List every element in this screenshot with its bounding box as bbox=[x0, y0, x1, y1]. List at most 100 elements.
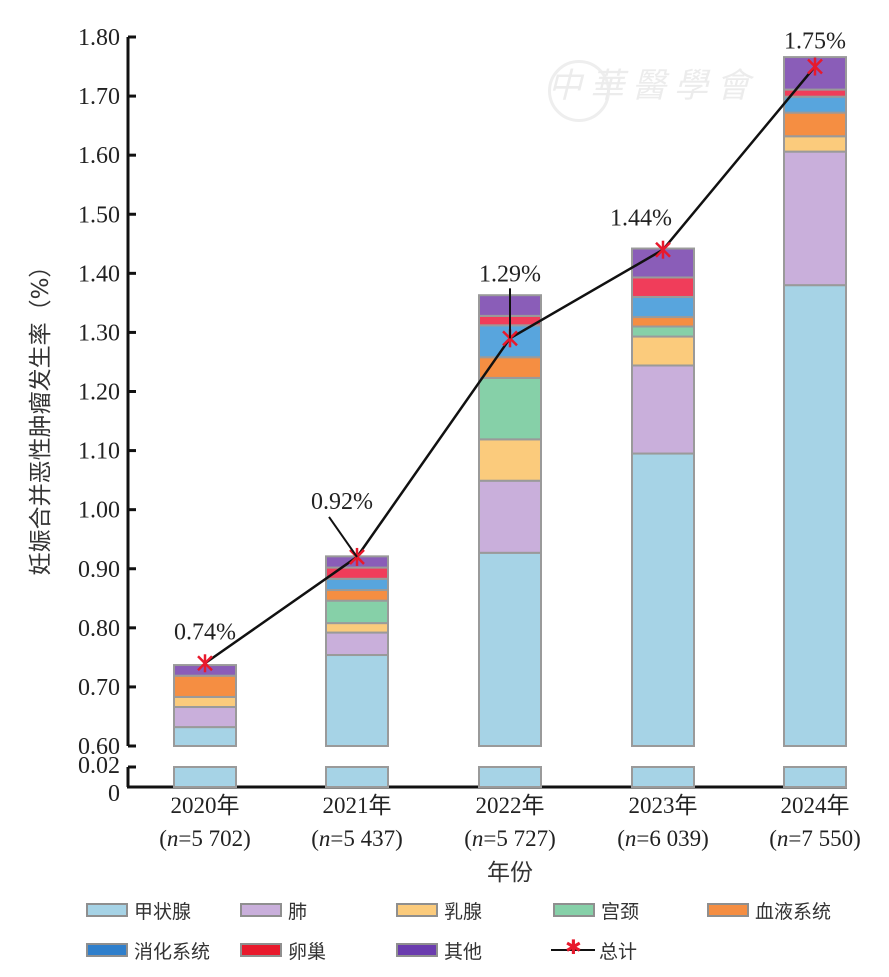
bar-segment bbox=[478, 438, 542, 482]
legend-total-line-icon: ✱ bbox=[551, 935, 595, 960]
bar-segment bbox=[325, 631, 389, 657]
bar-segment bbox=[783, 284, 847, 747]
x-axis-title: 年份 bbox=[487, 860, 533, 886]
n-symbol: n bbox=[319, 826, 331, 851]
labels: 0.74% 0.92% 1.29% 1.44% 1.75% bbox=[174, 29, 846, 646]
y-tick-label: 0.90 bbox=[78, 557, 120, 583]
bar-segment bbox=[325, 577, 389, 592]
bar-segment bbox=[631, 364, 695, 455]
n-symbol: n bbox=[472, 826, 484, 851]
label-leader-line bbox=[328, 516, 358, 558]
watermark-seal-icon bbox=[548, 60, 610, 122]
x-tick-sublabel: (n=5 727) bbox=[464, 826, 556, 851]
watermark-text: 中華醫學會 bbox=[548, 66, 758, 106]
bar-segment bbox=[173, 674, 237, 698]
n-value: =5 727) bbox=[483, 826, 555, 851]
legend-swatch-thyroid bbox=[86, 903, 128, 917]
n-symbol: n bbox=[167, 826, 179, 851]
bar-segment bbox=[325, 599, 389, 625]
total-value-label: 1.29% bbox=[479, 261, 541, 287]
total-value-label: 0.92% bbox=[311, 489, 373, 515]
bar-segment bbox=[631, 316, 695, 328]
total-marker bbox=[807, 57, 823, 76]
total-marker bbox=[655, 240, 671, 259]
bar-segment bbox=[325, 622, 389, 634]
y-tick-label: 0.80 bbox=[78, 616, 120, 642]
bar-segment-lower bbox=[478, 766, 542, 788]
y-tick-label: 1.40 bbox=[78, 261, 120, 287]
total-value-label: 0.74% bbox=[174, 619, 236, 645]
legend-item-thyroid: 甲状腺 bbox=[86, 895, 191, 925]
n-value: =5 702) bbox=[178, 826, 250, 851]
bar-segment bbox=[783, 150, 847, 287]
x-tick-label: 2022年 bbox=[476, 793, 545, 818]
y-tick-label: 0.02 bbox=[78, 753, 120, 779]
legend-item-cervix: 宫颈 bbox=[553, 895, 639, 925]
n-symbol: n bbox=[777, 826, 789, 851]
total-value-label: 1.44% bbox=[610, 206, 672, 232]
legend-swatch-other bbox=[396, 943, 438, 957]
legend-label-breast: 乳腺 bbox=[444, 900, 483, 923]
bar-segment bbox=[631, 325, 695, 338]
bar-segment bbox=[478, 551, 542, 747]
legend-label-hematologic: 血液系统 bbox=[755, 900, 832, 923]
bar-segment-lower bbox=[631, 766, 695, 788]
legend-item-ovary: 卵巢 bbox=[240, 935, 326, 965]
y-tick-label: 1.50 bbox=[78, 202, 120, 228]
bar-segment bbox=[478, 376, 542, 441]
n-value: =6 039) bbox=[636, 826, 708, 851]
n-symbol: n bbox=[625, 826, 637, 851]
y-tick-label: 1.70 bbox=[78, 84, 120, 110]
legend-item-digestive: 消化系统 bbox=[86, 935, 210, 965]
bar-segment bbox=[631, 335, 695, 367]
bar-segment bbox=[173, 706, 237, 729]
bar-segment-lower bbox=[325, 766, 389, 788]
stacked-bar-chart: 0.60 0.70 0.80 0.90 1.00 1.10 1.20 1.30 1.40 1.50… bbox=[28, 25, 861, 886]
total-value-label: 1.75% bbox=[784, 29, 846, 55]
legend-item-breast: 乳腺 bbox=[396, 895, 482, 925]
bar-segment bbox=[478, 479, 542, 554]
x-tick-label: 2023年 bbox=[629, 793, 698, 818]
bar-segment bbox=[173, 695, 237, 709]
legend-item-hematologic: 血液系统 bbox=[707, 895, 831, 925]
bars bbox=[173, 56, 847, 788]
legend-swatch-hematologic bbox=[707, 903, 749, 917]
x-tick-sublabel: (n=6 039) bbox=[617, 826, 709, 851]
y-tick-label: 1.00 bbox=[78, 498, 120, 524]
bar-segment-lower bbox=[783, 766, 847, 788]
y-tick-label: 0 bbox=[108, 781, 120, 807]
bar-segment bbox=[631, 276, 695, 298]
legend-label-digestive: 消化系统 bbox=[134, 940, 211, 963]
x-tick-label: 2024年 bbox=[781, 793, 850, 818]
bar-segment bbox=[783, 135, 847, 153]
x-tick-sublabel: (n=5 702) bbox=[159, 826, 251, 851]
legend-item-lung: 肺 bbox=[240, 895, 307, 925]
legend: 甲状腺 肺 乳腺 宫颈 血液系统 消化系统 卵巢 其他 ✱ 总计 bbox=[0, 895, 889, 975]
legend-label-other: 其他 bbox=[444, 940, 483, 963]
bar-segment bbox=[325, 654, 389, 747]
legend-swatch-lung bbox=[240, 903, 282, 917]
n-value: =7 550) bbox=[788, 826, 860, 851]
y-tick-label: 0.60 bbox=[78, 734, 120, 760]
legend-swatch-cervix bbox=[553, 903, 595, 917]
y-tick-label: 1.60 bbox=[78, 143, 120, 169]
x-tick-label: 2021年 bbox=[323, 793, 392, 818]
legend-label-lung: 肺 bbox=[288, 900, 308, 923]
y-tick-label: 1.10 bbox=[78, 439, 120, 465]
bar-segment-lower bbox=[173, 766, 237, 788]
cross-marker-icon: ✱ bbox=[565, 935, 582, 959]
bar-segment bbox=[325, 589, 389, 602]
legend-item-other: 其他 bbox=[396, 935, 482, 965]
total-marker bbox=[197, 654, 213, 673]
x-tick-label: 2020年 bbox=[171, 793, 240, 818]
legend-label-ovary: 卵巢 bbox=[288, 940, 327, 963]
n-value: =5 437) bbox=[330, 826, 402, 851]
bar-segment bbox=[631, 452, 695, 747]
x-tick-sublabel: (n=7 550) bbox=[769, 826, 861, 851]
bar-segment bbox=[783, 95, 847, 114]
legend-swatch-digestive bbox=[86, 943, 128, 957]
x-tick-sublabel: (n=5 437) bbox=[311, 826, 403, 851]
legend-item-total: ✱ 总计 bbox=[551, 935, 637, 965]
y-tick-label: 0.70 bbox=[78, 675, 120, 701]
y-tick-label: 1.80 bbox=[78, 25, 120, 51]
